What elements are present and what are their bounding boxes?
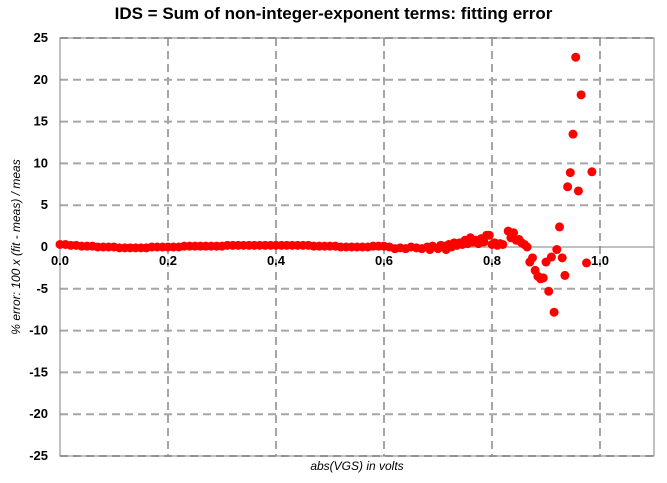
data-point — [560, 270, 570, 280]
data-point — [563, 182, 573, 192]
data-point — [522, 242, 532, 252]
data-point — [565, 168, 575, 178]
y-axis-title: % error: 100 x (fit - meas) / meas — [9, 159, 23, 334]
data-point — [557, 253, 567, 263]
data-point — [571, 52, 581, 62]
y-tick-label: 5 — [41, 197, 48, 212]
x-tick-label: 0.8 — [483, 253, 501, 268]
y-tick-label: -15 — [29, 364, 48, 379]
y-tick-label: -10 — [29, 323, 48, 338]
data-point — [538, 273, 548, 283]
x-tick-label: 0.2 — [159, 253, 177, 268]
x-tick-label: 0.0 — [51, 253, 69, 268]
data-point — [549, 307, 559, 317]
y-tick-label: -5 — [36, 281, 48, 296]
data-point — [498, 239, 508, 249]
y-tick-label: 0 — [41, 239, 48, 254]
y-tick-label: 20 — [34, 72, 48, 87]
data-point — [587, 167, 597, 177]
x-axis-title: abs(VGS) in volts — [310, 459, 403, 473]
data-point — [484, 230, 494, 240]
data-point — [528, 253, 537, 263]
y-tick-label: 10 — [34, 155, 48, 170]
data-point — [555, 222, 564, 232]
x-tick-label: 1.0 — [591, 253, 609, 268]
data-point — [546, 252, 556, 262]
data-point — [568, 129, 578, 139]
y-tick-label: 15 — [34, 114, 48, 129]
x-tick-label: 0.6 — [375, 253, 393, 268]
data-point — [552, 245, 562, 255]
data-point — [573, 186, 583, 196]
x-tick-label: 0.4 — [267, 253, 286, 268]
y-tick-label: -25 — [29, 448, 48, 463]
data-point — [576, 90, 586, 100]
data-point — [582, 258, 591, 268]
chart-title: IDS = Sum of non-integer-exponent terms:… — [114, 4, 553, 23]
data-point — [544, 286, 554, 296]
y-tick-label: 25 — [34, 30, 48, 45]
y-tick-label: -20 — [29, 406, 48, 421]
data-point — [509, 228, 519, 238]
